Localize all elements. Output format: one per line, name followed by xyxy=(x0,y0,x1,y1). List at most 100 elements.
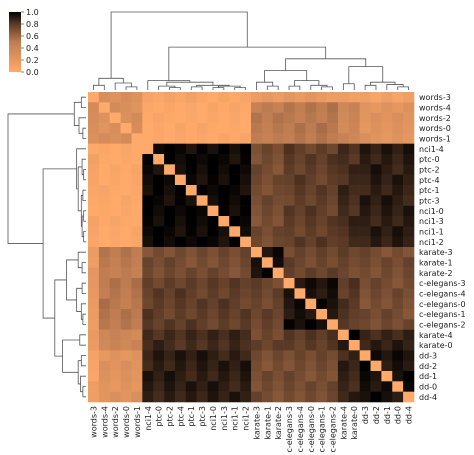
heatmap-cell xyxy=(392,350,404,361)
heatmap-cell xyxy=(251,267,263,279)
heatmap-cell xyxy=(164,360,176,372)
heatmap-cell xyxy=(316,319,328,330)
column-label: words-2 xyxy=(111,406,120,438)
heatmap-cell xyxy=(131,102,143,113)
dendrogram-link xyxy=(83,210,86,222)
row-label: c-elegans-4 xyxy=(419,290,466,299)
heatmap-cell xyxy=(403,391,415,403)
heatmap-cell xyxy=(229,226,241,237)
heatmap-cell xyxy=(185,309,197,320)
heatmap-cell xyxy=(381,174,393,186)
heatmap-cell xyxy=(109,319,121,330)
heatmap-cell xyxy=(174,391,187,403)
heatmap-cell xyxy=(272,329,284,341)
heatmap-cell xyxy=(272,112,284,124)
heatmap-cell xyxy=(261,143,274,155)
heatmap-cell xyxy=(207,340,219,351)
heatmap-cell xyxy=(327,164,339,175)
heatmap-cell xyxy=(153,154,165,165)
heatmap-cell xyxy=(207,391,219,403)
heatmap-cell xyxy=(359,226,371,237)
column-label: karate-2 xyxy=(274,406,283,440)
heatmap-cell xyxy=(294,288,306,299)
heatmap-cell xyxy=(98,350,111,361)
heatmap-cell xyxy=(229,309,241,320)
heatmap-cell xyxy=(261,360,274,372)
heatmap-cell xyxy=(142,391,154,403)
heatmap-cell xyxy=(283,205,295,217)
heatmap-cell xyxy=(283,226,295,237)
heatmap-cell xyxy=(272,154,284,165)
heatmap-cell xyxy=(98,278,111,289)
heatmap-cell xyxy=(251,154,263,165)
column-label: words-4 xyxy=(100,406,109,438)
heatmap-cell xyxy=(327,112,339,124)
heatmap-cell xyxy=(294,143,306,155)
heatmap-cell xyxy=(294,226,306,237)
dendrogram-link xyxy=(82,313,86,325)
heatmap-cell xyxy=(142,360,154,372)
heatmap-cell xyxy=(359,112,371,124)
heatmap-cell xyxy=(337,350,350,361)
heatmap-cell xyxy=(348,185,360,196)
heatmap-cell xyxy=(272,216,284,227)
heatmap-cell xyxy=(153,309,165,320)
heatmap-cell xyxy=(153,92,165,103)
heatmap-cell xyxy=(381,226,393,237)
heatmap-cell xyxy=(142,257,154,268)
heatmap-cell xyxy=(142,319,154,330)
heatmap-cell xyxy=(131,112,143,124)
heatmap-cell xyxy=(392,288,404,299)
heatmap-cell xyxy=(240,267,252,279)
heatmap-cell xyxy=(109,205,121,217)
heatmap-cell xyxy=(88,154,100,165)
heatmap-cell xyxy=(305,247,317,258)
heatmap-cell xyxy=(207,102,219,113)
heatmap-cell xyxy=(316,360,328,372)
heatmap-cell xyxy=(327,174,339,186)
heatmap-cell xyxy=(88,298,100,310)
heatmap-cell xyxy=(294,360,306,372)
heatmap-cell xyxy=(316,216,328,227)
heatmap-cell xyxy=(294,298,306,310)
column-label: dd-0 xyxy=(394,406,403,424)
heatmap-cell xyxy=(392,257,404,268)
heatmap-cell xyxy=(196,226,208,237)
heatmap-cell xyxy=(109,102,121,113)
heatmap-cell xyxy=(348,257,360,268)
heatmap-cell xyxy=(229,195,241,206)
heatmap-cell xyxy=(174,226,187,237)
heatmap-cell xyxy=(164,143,176,155)
heatmap-cell xyxy=(305,278,317,289)
heatmap-cell xyxy=(261,288,274,299)
heatmap-cell xyxy=(359,278,371,289)
heatmap-cell xyxy=(120,288,132,299)
heatmap-cell xyxy=(359,257,371,268)
heatmap-cell xyxy=(316,350,328,361)
heatmap-cell xyxy=(294,174,306,186)
row-label: nci1-0 xyxy=(419,207,444,216)
heatmap-cell xyxy=(98,257,111,268)
row-label: dd-2 xyxy=(419,362,437,371)
dendrogram-link xyxy=(80,96,86,108)
heatmap-cell xyxy=(174,309,187,320)
heatmap-cell xyxy=(98,154,111,165)
heatmap-cell xyxy=(109,329,121,341)
heatmap-cell xyxy=(229,319,241,330)
heatmap-cell xyxy=(196,298,208,310)
heatmap-cell xyxy=(359,298,371,310)
heatmap-cell xyxy=(240,371,252,382)
dendrogram-link xyxy=(397,86,409,90)
heatmap-cell xyxy=(218,288,230,299)
row-label: words-3 xyxy=(419,93,451,102)
heatmap-cell xyxy=(251,185,263,196)
heatmap-cell xyxy=(174,247,187,258)
heatmap-cell xyxy=(403,123,415,134)
column-label: ptc-4 xyxy=(176,406,185,427)
heatmap-cell xyxy=(316,174,328,186)
heatmap-cell xyxy=(185,195,197,206)
heatmap-cell xyxy=(381,350,393,361)
heatmap-cell xyxy=(370,236,382,248)
heatmap-cell xyxy=(327,205,339,217)
heatmap-cell xyxy=(316,154,328,165)
